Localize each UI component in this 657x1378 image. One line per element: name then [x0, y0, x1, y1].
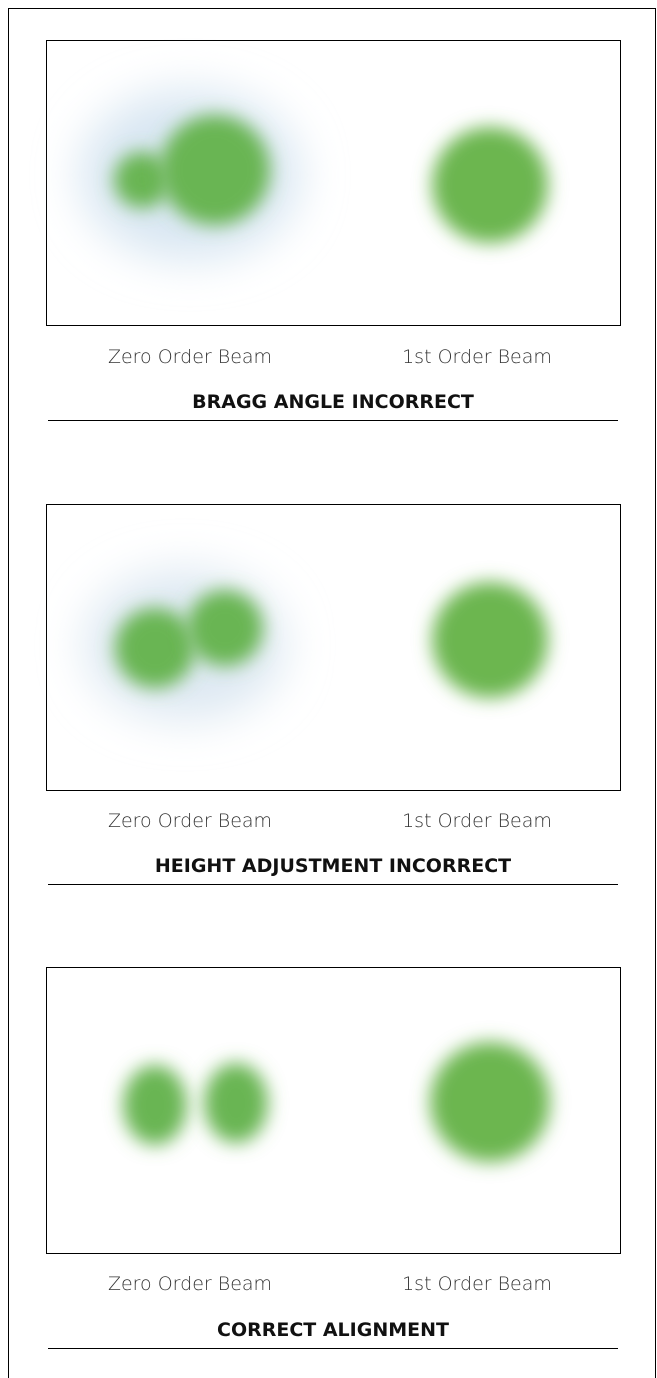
- first-label: 1st Order Beam: [402, 346, 552, 368]
- panel-title: HEIGHT ADJUSTMENT INCORRECT: [155, 855, 511, 877]
- panel-title: BRAGG ANGLE INCORRECT: [192, 391, 474, 413]
- first-label: 1st Order Beam: [402, 810, 552, 832]
- first-order-beam: [432, 582, 548, 698]
- panel: Zero Order Beam 1st Order Beam HEIGHT AD…: [47, 505, 621, 885]
- first-order-beam: [432, 127, 548, 243]
- panel: Zero Order Beam 1st Order Beam CORRECT A…: [47, 968, 621, 1349]
- zero-label: Zero Order Beam: [108, 810, 272, 832]
- zero-label: Zero Order Beam: [108, 1273, 272, 1295]
- zero-order-beam: [85, 570, 285, 720]
- panel: Zero Order Beam 1st Order Beam BRAGG ANG…: [47, 41, 621, 421]
- first-label: 1st Order Beam: [402, 1273, 552, 1295]
- zero-order-beam: [80, 90, 300, 260]
- first-order-beam: [430, 1042, 550, 1162]
- panel-title: CORRECT ALIGNMENT: [217, 1319, 449, 1341]
- zero-label: Zero Order Beam: [108, 346, 272, 368]
- page: Zero Order Beam 1st Order Beam BRAGG ANG…: [0, 0, 657, 1378]
